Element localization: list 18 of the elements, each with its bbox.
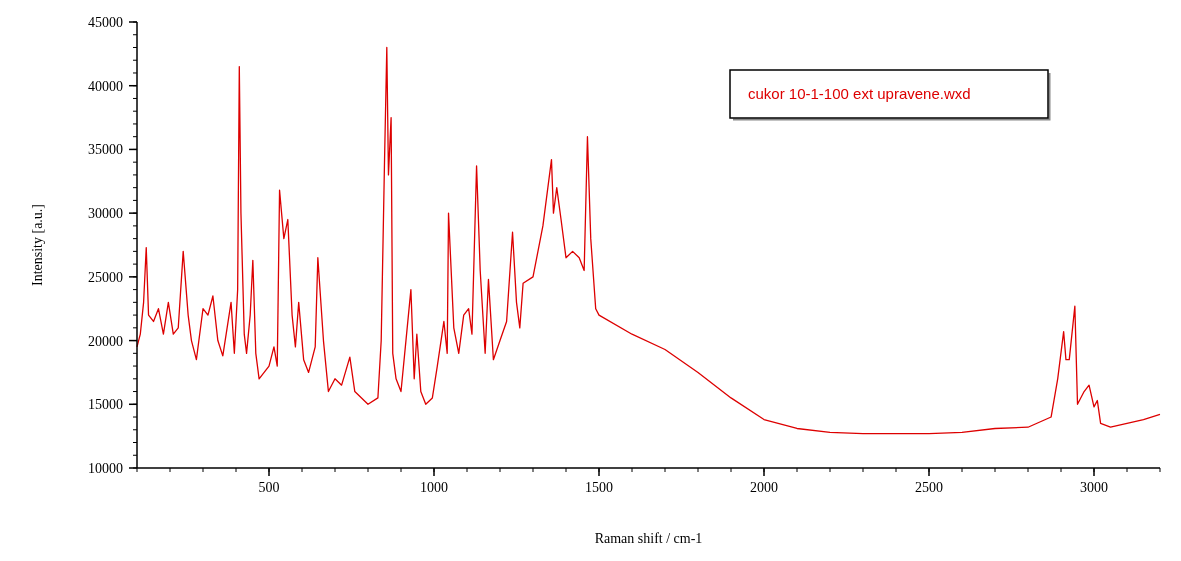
- x-tick-label: 1500: [585, 480, 613, 495]
- x-tick-label: 2000: [750, 480, 778, 495]
- y-tick-label: 45000: [88, 15, 123, 30]
- y-tick-label: 25000: [88, 269, 123, 285]
- y-tick-label: 20000: [88, 333, 123, 349]
- x-tick-label: 2500: [915, 480, 943, 495]
- x-tick-label: 3000: [1080, 480, 1108, 495]
- y-tick-label: 35000: [88, 142, 123, 158]
- y-tick-label: 10000: [88, 461, 123, 476]
- x-tick-label: 1000: [420, 480, 448, 495]
- y-tick-label: 15000: [88, 397, 123, 413]
- x-axis-title: Raman shift / cm-1: [594, 531, 703, 546]
- y-axis-title: Intensity [a.u.]: [30, 203, 45, 287]
- y-tick-label: 30000: [88, 206, 123, 222]
- line-series: [136, 46, 1161, 435]
- x-tick-label: 500: [258, 480, 280, 495]
- text: cukor 10-1-100 ext upravene.wxd: [748, 85, 971, 102]
- y-tick-label: 40000: [88, 78, 123, 94]
